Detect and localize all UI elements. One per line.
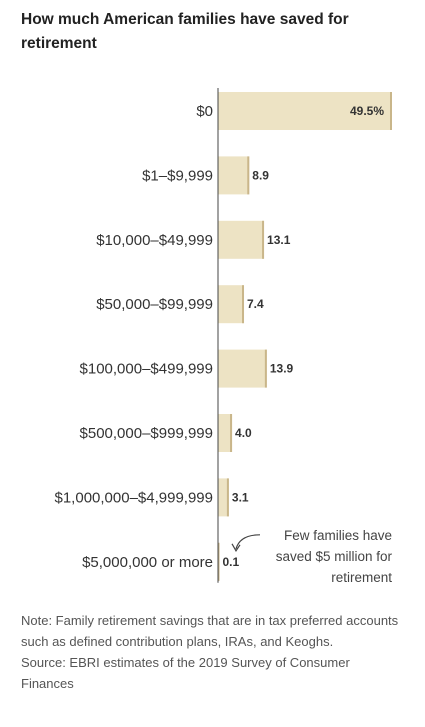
annotation-arrowhead xyxy=(231,543,241,552)
chart-title: How much American families have saved fo… xyxy=(21,11,349,52)
value-label: 0.1 xyxy=(223,555,240,569)
bar-edge xyxy=(226,478,229,517)
bar-edge xyxy=(230,414,233,452)
annotation-text: saved $5 million for xyxy=(276,549,393,564)
bar-edge xyxy=(242,285,245,324)
bar xyxy=(218,414,233,452)
bar xyxy=(218,285,245,324)
annotation-arrow xyxy=(235,534,261,549)
value-label: 13.1 xyxy=(267,233,291,247)
category-label: $100,000–$499,999 xyxy=(80,361,213,378)
chart-footnote: Note: Family retirement savings that are… xyxy=(21,610,401,694)
bar-edge xyxy=(262,220,265,259)
value-label: 7.4 xyxy=(247,297,264,311)
bar-chart: $0 49.5% $1–$9,999 8.9 $10,000–$49,999 13.1 $5… xyxy=(55,88,393,585)
annotation-text: retirement xyxy=(331,570,392,585)
note-text: Note: Family retirement savings that are… xyxy=(21,613,399,649)
category-label: $0 xyxy=(196,103,213,120)
value-label: 49.5% xyxy=(350,104,384,118)
category-label: $1,000,000–$4,999,999 xyxy=(55,489,214,506)
bar xyxy=(218,92,392,130)
value-label: 3.1 xyxy=(232,490,249,504)
annotation-text: Few families have xyxy=(284,528,392,543)
bar xyxy=(218,478,229,517)
bar-edge xyxy=(390,92,392,130)
value-label: 8.9 xyxy=(252,168,269,182)
bar xyxy=(218,220,265,259)
bar xyxy=(218,349,267,388)
category-label: $5,000,000 or more xyxy=(82,554,213,571)
value-label: 13.9 xyxy=(270,362,294,376)
category-label: $500,000–$999,999 xyxy=(80,425,213,442)
bar xyxy=(218,156,250,195)
category-label: $10,000–$49,999 xyxy=(96,232,213,249)
bar-edge xyxy=(264,349,267,388)
category-label: $1–$9,999 xyxy=(142,167,213,184)
category-label: $50,000–$99,999 xyxy=(96,296,213,313)
bar-edge xyxy=(247,156,250,195)
value-label: 4.0 xyxy=(235,426,252,440)
source-text: Source: EBRI estimates of the 2019 Surve… xyxy=(21,655,350,691)
